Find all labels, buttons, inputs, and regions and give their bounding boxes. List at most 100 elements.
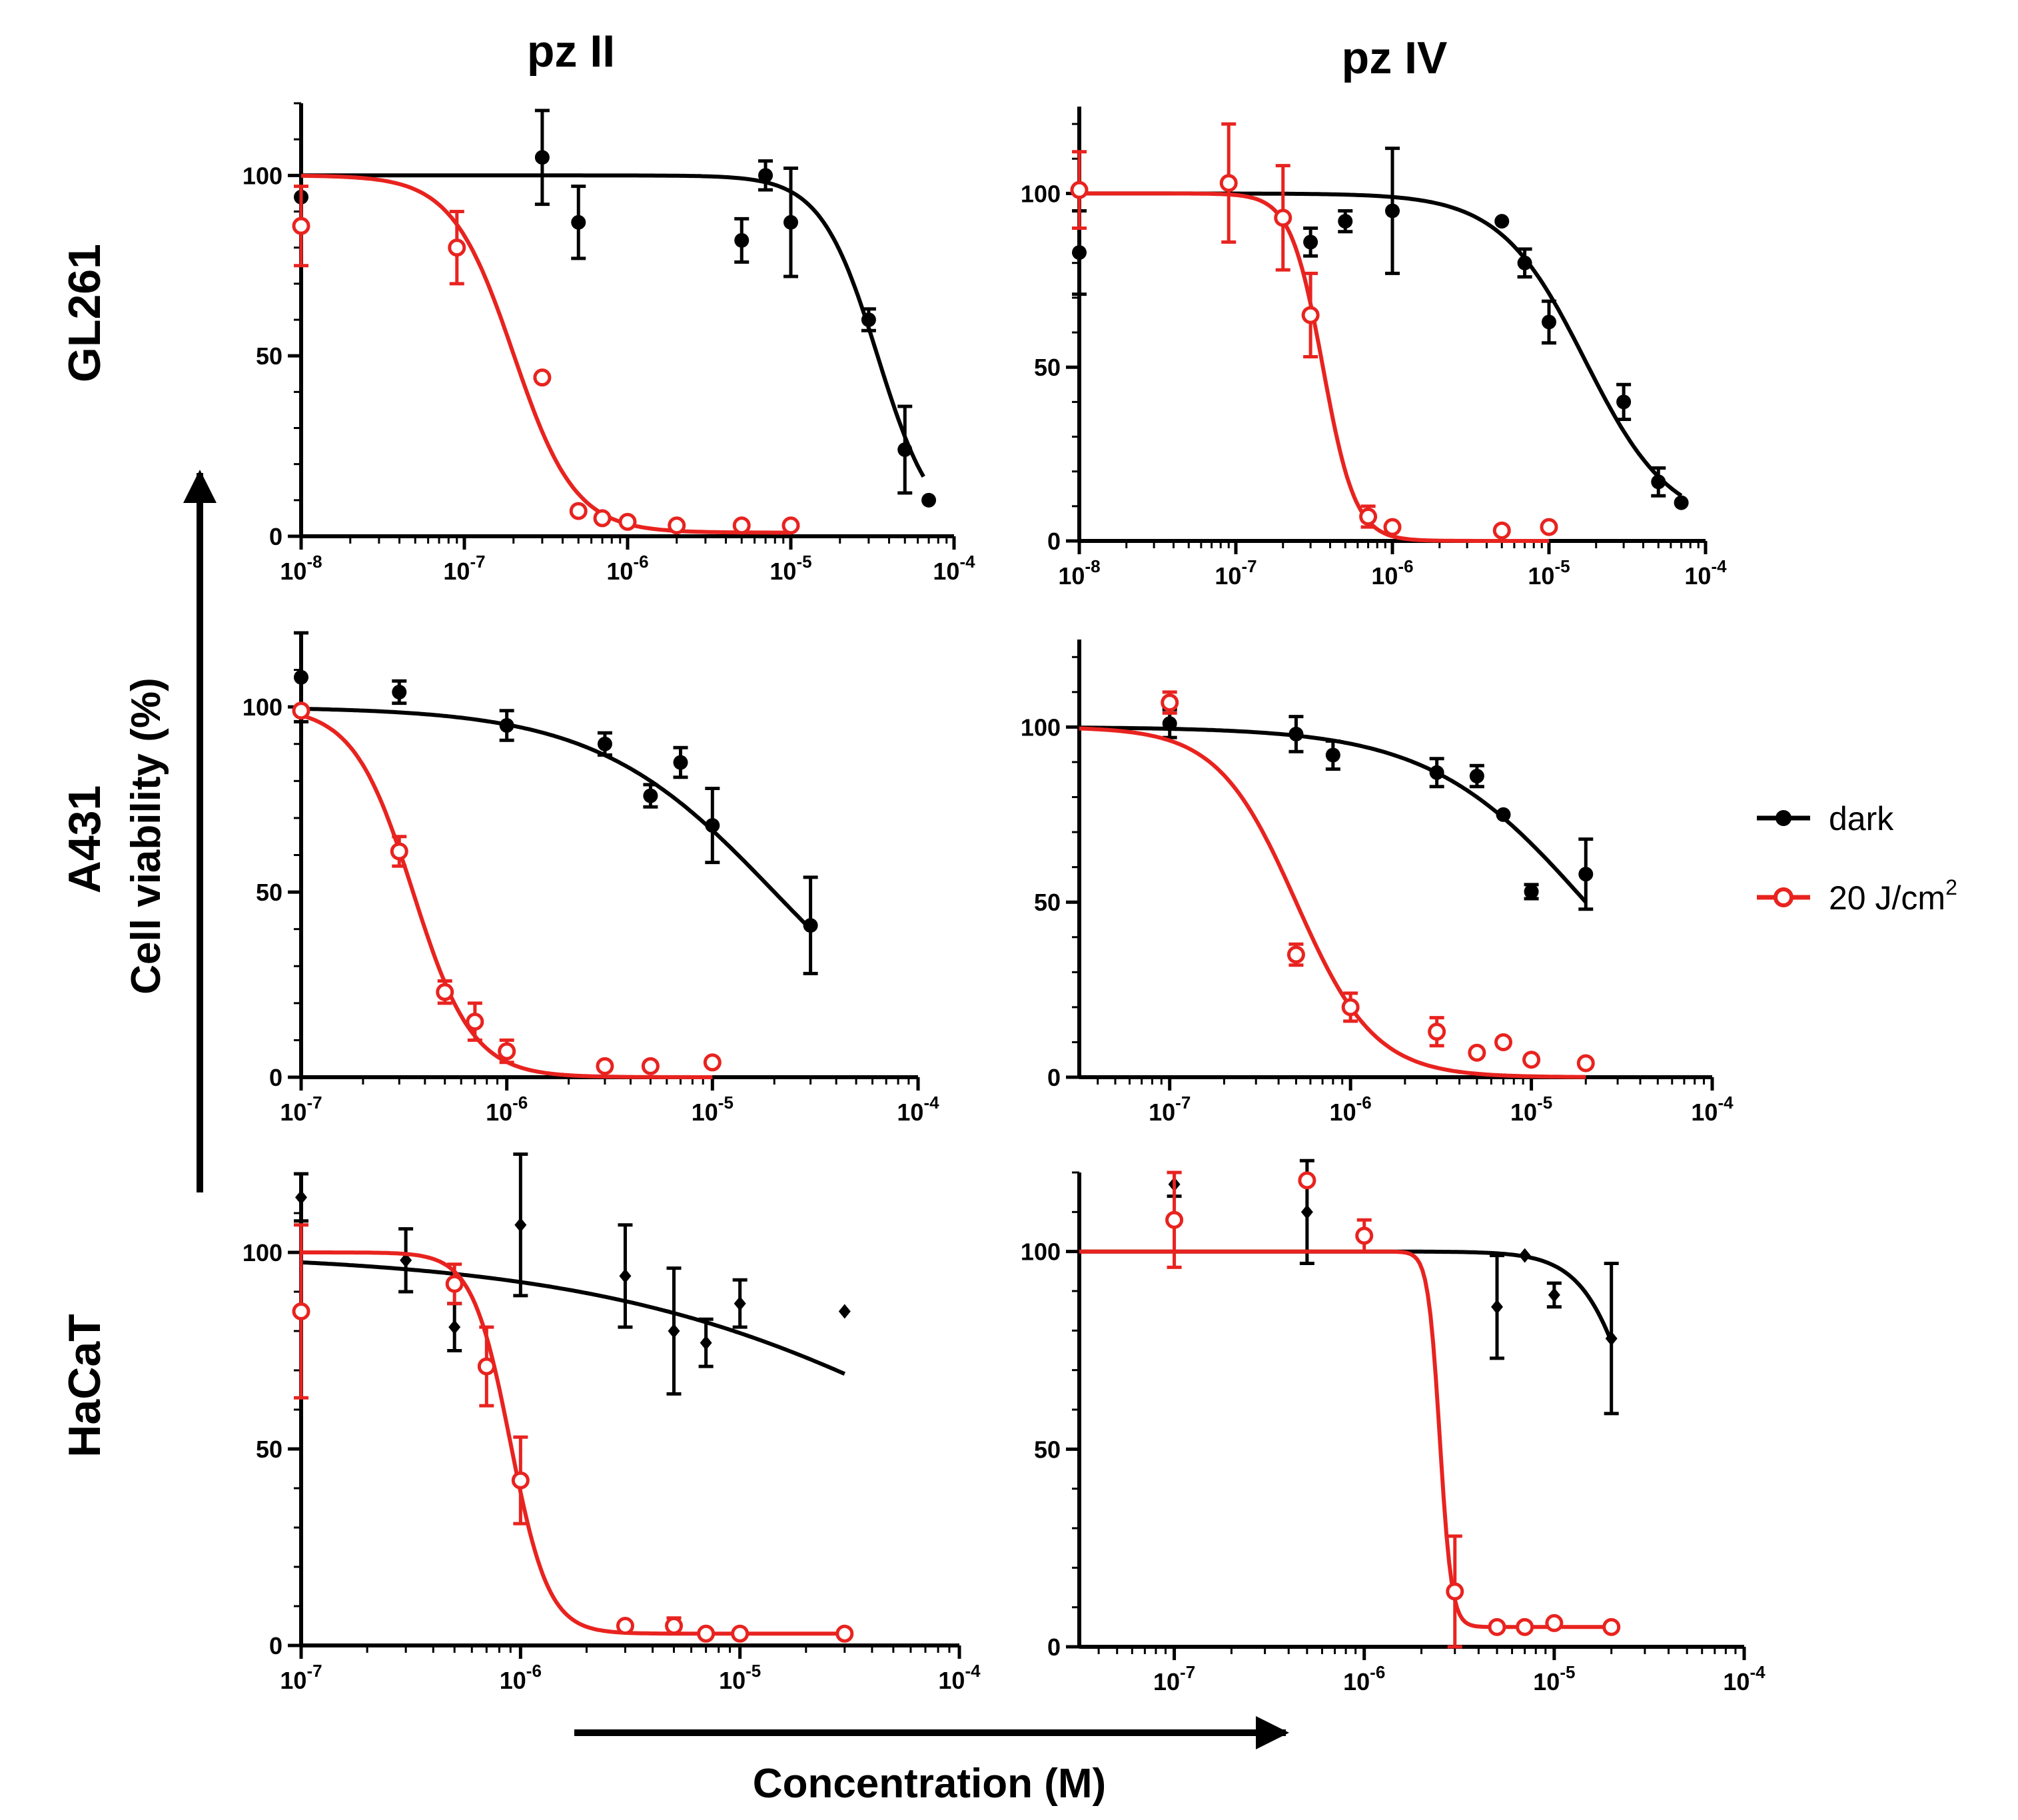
data-point-light [593,509,612,528]
data-point-dark [758,168,773,183]
data-point-light [1070,181,1089,199]
x-tick-label: 10-5 [719,1661,761,1694]
x-tick-label: 10-7 [1149,1093,1191,1126]
x-tick-label: 10-4 [933,552,975,585]
data-point-dark [1288,726,1304,741]
legend-dark-marker [1775,810,1791,826]
x-tick-exponent: -5 [1554,556,1570,576]
legend-light-label: 20 J/cm2 [1829,875,1957,917]
x-tick-label: 10-4 [1684,556,1727,590]
x-tick-label: 10-7 [280,1661,322,1694]
data-point-dark [1616,394,1632,410]
x-tick-exponent: -5 [718,1093,734,1113]
fit-curve-light [300,713,713,1079]
x-tick-exponent: -5 [796,552,811,572]
x-tick-exponent: -4 [1711,556,1727,576]
data-point-dark [400,1252,412,1268]
data-point-dark [1494,214,1510,229]
y-tick-label: 100 [243,1239,282,1266]
data-point-dark [705,818,720,833]
x-tick-label: 10-7 [1153,1662,1195,1695]
data-point-dark [1162,716,1177,731]
y-tick-label: 0 [269,1064,282,1091]
data-point-light [511,1471,530,1490]
x-tick-label: 10-6 [486,1093,528,1126]
data-point-dark [1651,474,1666,490]
data-point-light [835,1624,854,1643]
data-point-light [1298,1171,1316,1190]
x-tick-exponent: -8 [306,552,322,572]
data-point-dark [295,1190,307,1205]
x-tick-label: 10-5 [769,552,811,585]
data-point-light [732,516,751,535]
fit-curve-light [1079,726,1586,1079]
data-point-dark [734,1296,746,1311]
data-point-dark [1548,1287,1560,1302]
x-tick-base: 10 [280,558,306,585]
data-point-light [1301,306,1320,324]
y-tick-label: 0 [1047,1633,1061,1661]
x-tick-exponent: -8 [1085,556,1100,576]
x-tick-base: 10 [719,1667,746,1694]
data-point-light [616,1617,634,1635]
x-tick-base: 10 [1149,1099,1175,1126]
y-tick-label: 50 [1034,1436,1061,1463]
fit-curve-dark [1079,1249,1614,1343]
x-tick-exponent: -7 [1241,556,1257,576]
data-point-light [1428,1023,1446,1041]
x-tick-label: 10-8 [1058,556,1100,590]
x-tick-exponent: -5 [1537,1093,1552,1113]
x-tick-exponent: -7 [306,1093,322,1113]
data-point-dark [643,788,658,803]
y-tick-label: 0 [269,1632,282,1659]
data-point-light [569,502,588,520]
data-point-light [781,516,800,535]
x-tick-label: 10-4 [897,1093,939,1126]
data-point-light [1576,1054,1595,1073]
data-point-light [703,1053,722,1072]
x-tick-exponent: -7 [470,552,485,572]
x-tick-base: 10 [1684,562,1711,590]
x-tick-exponent: -7 [1180,1662,1195,1682]
data-point-light [1286,945,1305,964]
x-tick-exponent: -5 [1560,1662,1575,1682]
x-tick-exponent: -4 [923,1093,939,1113]
data-point-dark [700,1335,712,1350]
x-tick-base: 10 [1343,1668,1370,1695]
data-point-dark [392,684,407,699]
data-point-light [1468,1043,1486,1062]
x-tick-base: 10 [280,1099,306,1126]
data-point-light [1545,1613,1564,1632]
x-tick-label: 10-5 [692,1093,734,1126]
x-tick-exponent: -6 [1370,1662,1385,1682]
x-tick-exponent: -5 [746,1661,761,1681]
y-tick-label: 50 [256,1436,282,1463]
x-tick-exponent: -4 [959,552,975,572]
data-point-light [1161,693,1179,712]
legend: dark 20 J/cm2 [1757,800,1957,917]
x-tick-label: 10-6 [1343,1662,1385,1695]
data-point-dark [619,1268,632,1284]
data-point-dark [897,442,913,457]
x-tick-base: 10 [769,558,796,585]
data-point-dark [1325,747,1340,763]
x-tick-exponent: -7 [306,1661,322,1681]
x-tick-label: 10-4 [938,1661,981,1694]
data-point-light [448,238,466,257]
x-tick-label: 10-6 [500,1661,542,1694]
x-tick-base: 10 [1723,1668,1750,1695]
data-point-dark [1605,1331,1618,1346]
y-tick-label: 0 [269,523,282,550]
x-tick-label: 10-7 [280,1093,322,1126]
x-tick-base: 10 [933,558,959,585]
x-tick-base: 10 [897,1099,923,1126]
x-tick-label: 10-6 [1330,1093,1372,1126]
data-point-dark [1524,884,1539,899]
legend-dark-label: dark [1829,800,1894,837]
x-tick-base: 10 [606,558,633,585]
column-title-pz2: pz II [527,26,615,77]
x-tick-exponent: -6 [1356,1093,1372,1113]
